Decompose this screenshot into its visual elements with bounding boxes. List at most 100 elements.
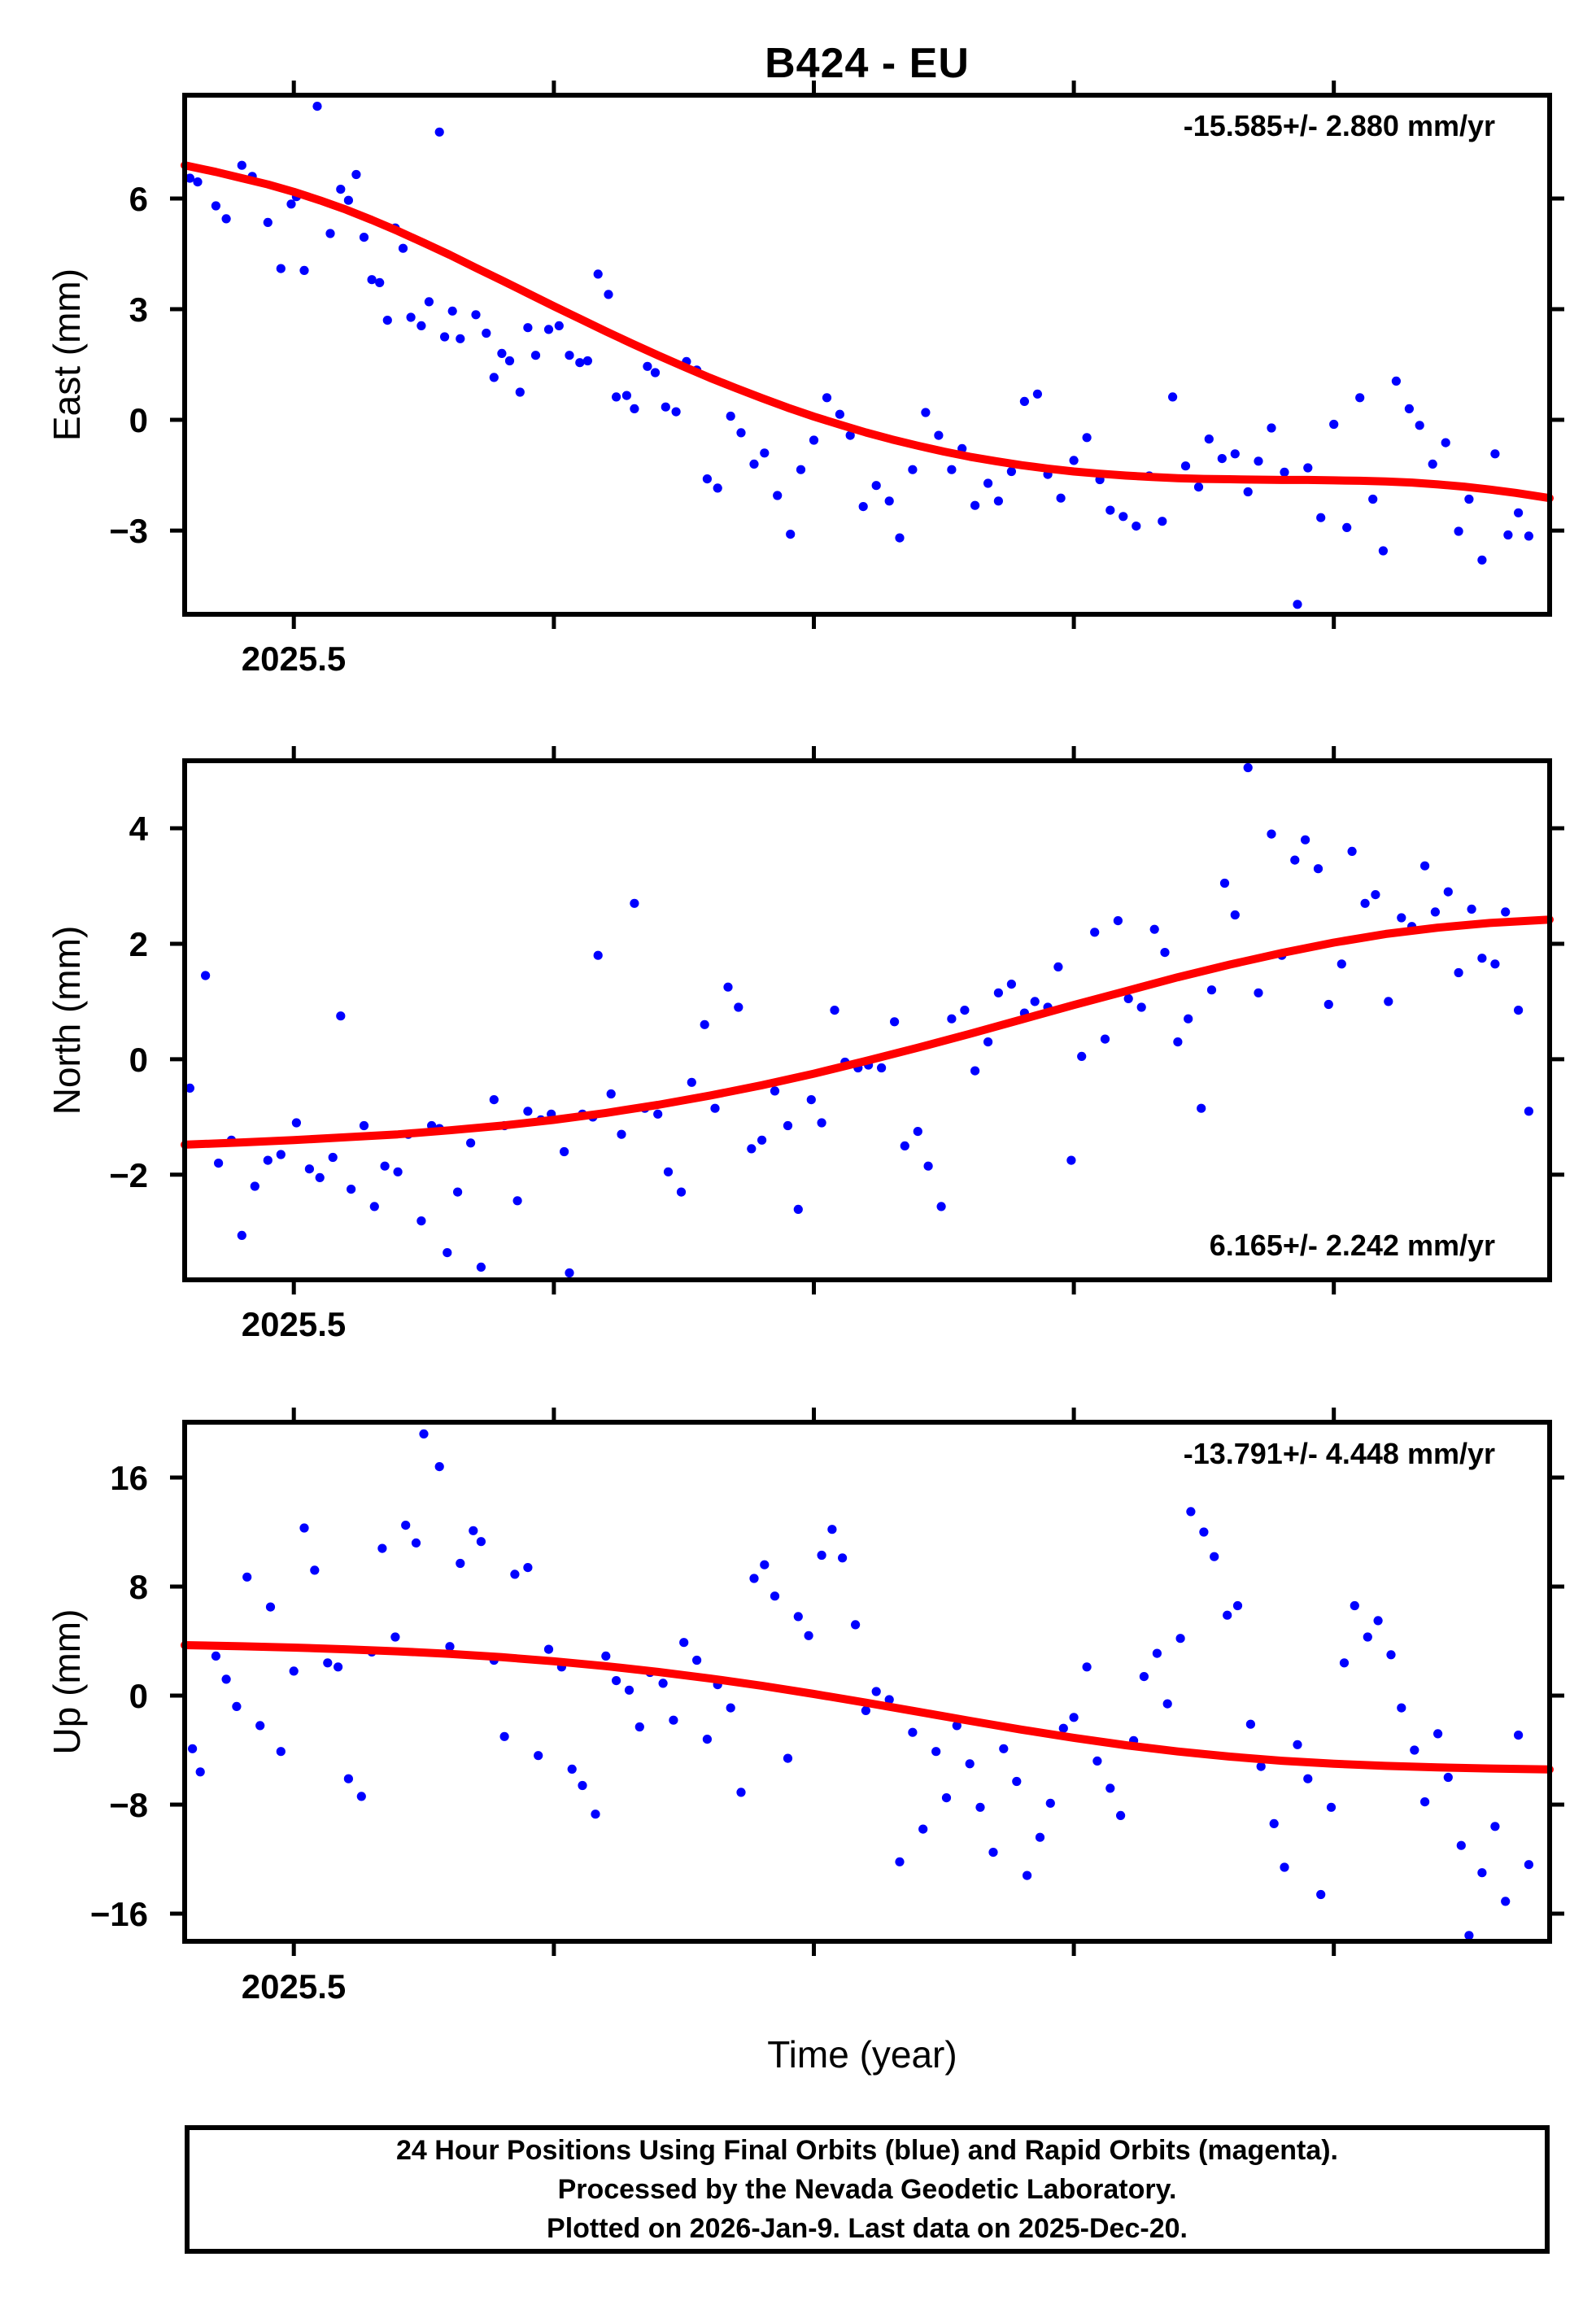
east-data-point [359, 233, 369, 242]
east-data-point [221, 214, 231, 224]
north-data-point [710, 1103, 720, 1113]
east-data-point [983, 478, 993, 488]
north-y-tick-label: 0 [129, 1041, 148, 1079]
north-axis-title: North (mm) [46, 925, 88, 1115]
up-data-point [679, 1638, 689, 1648]
north-data-point [416, 1216, 426, 1226]
up-data-point [1397, 1703, 1406, 1713]
east-data-point [1303, 463, 1313, 473]
up-data-point [1023, 1871, 1032, 1880]
north-data-point [793, 1204, 803, 1214]
east-data-point [482, 328, 491, 338]
north-data-point [453, 1187, 463, 1197]
up-data-point [804, 1631, 813, 1640]
east-data-point [1428, 459, 1437, 469]
north-data-point [1313, 864, 1323, 874]
north-data-point [1100, 1034, 1110, 1044]
north-data-point [676, 1187, 687, 1197]
north-data-point [1301, 835, 1310, 845]
north-data-point [1371, 890, 1380, 900]
east-data-point [471, 310, 481, 320]
north-data-point [1184, 1014, 1193, 1024]
east-y-tick-label: 3 [129, 290, 148, 329]
east-data-point [367, 275, 377, 285]
north-data-point [380, 1161, 390, 1171]
up-data-point [827, 1525, 837, 1534]
east-data-point [382, 316, 392, 325]
east-data-point [489, 373, 499, 382]
north-data-point [476, 1262, 486, 1272]
east-data-point [1119, 512, 1128, 522]
up-data-point [1256, 1761, 1266, 1771]
up-data-point [1514, 1731, 1524, 1740]
east-data-point [1056, 493, 1066, 503]
up-data-point [255, 1721, 265, 1731]
up-data-point [1210, 1552, 1219, 1561]
north-data-point [783, 1120, 793, 1131]
north-data-point [1514, 1006, 1524, 1015]
up-data-point [1293, 1740, 1302, 1749]
north-data-point [770, 1086, 780, 1096]
up-data-point [941, 1793, 952, 1803]
up-data-point [1199, 1527, 1209, 1537]
up-data-point [1069, 1713, 1079, 1722]
up-data-point [1245, 1719, 1255, 1729]
north-y-tick-label: 4 [129, 810, 149, 848]
up-data-point [343, 1774, 353, 1783]
up-data-point [1232, 1600, 1243, 1611]
east-y-tick-label: −3 [109, 512, 148, 550]
up-data-point [242, 1572, 252, 1582]
north-data-point [1149, 924, 1159, 934]
up-data-point [1116, 1810, 1126, 1820]
north-data-point [757, 1135, 767, 1145]
east-data-point [582, 356, 593, 366]
up-data-point [726, 1703, 735, 1713]
north-data-point [185, 1083, 194, 1093]
north-data-point [913, 1127, 922, 1137]
up-data-point [871, 1687, 881, 1696]
up-axis-title: Up (mm) [46, 1609, 88, 1755]
up-data-point [411, 1538, 421, 1548]
up-data-point [356, 1792, 366, 1801]
east-data-point [263, 217, 273, 227]
east-data-point [630, 404, 639, 413]
east-trend-line [181, 161, 1554, 503]
up-data-point [931, 1747, 941, 1757]
north-data-point [1290, 855, 1300, 865]
east-data-point [312, 102, 322, 111]
up-data-point [1045, 1798, 1055, 1808]
up-data-point [1490, 1822, 1500, 1831]
east-data-point [845, 430, 855, 440]
north-data-point [1267, 829, 1276, 839]
north-data-point [237, 1230, 246, 1240]
north-data-point [328, 1152, 338, 1163]
up-data-point [749, 1574, 759, 1583]
up-data-point [377, 1543, 387, 1553]
up-data-point [1433, 1729, 1443, 1739]
up-data-point [195, 1767, 205, 1777]
north-data-point [1467, 904, 1476, 914]
north-data-point [890, 1017, 900, 1027]
up-data-point [601, 1651, 611, 1661]
east-data-point [1490, 449, 1500, 459]
east-data-point [593, 269, 603, 279]
east-data-point [726, 411, 735, 421]
north-data-point [960, 1006, 970, 1015]
north-data-point [443, 1248, 452, 1258]
east-data-point [1342, 522, 1352, 533]
up-data-point [1410, 1745, 1419, 1755]
north-data-point [369, 1202, 379, 1211]
north-data-point [1053, 962, 1063, 971]
east-data-point [424, 297, 434, 307]
up-data-point [390, 1632, 400, 1642]
east-rate-annotation: -15.585+/- 2.880 mm/yr [1183, 109, 1495, 142]
east-data-point [1280, 467, 1289, 478]
up-data-point [1092, 1756, 1102, 1766]
up-data-point [323, 1658, 333, 1668]
north-data-point [1384, 997, 1393, 1006]
up-data-point [884, 1695, 894, 1705]
north-data-point [1136, 1002, 1146, 1012]
east-data-point [934, 430, 944, 440]
up-data-point [232, 1701, 242, 1711]
